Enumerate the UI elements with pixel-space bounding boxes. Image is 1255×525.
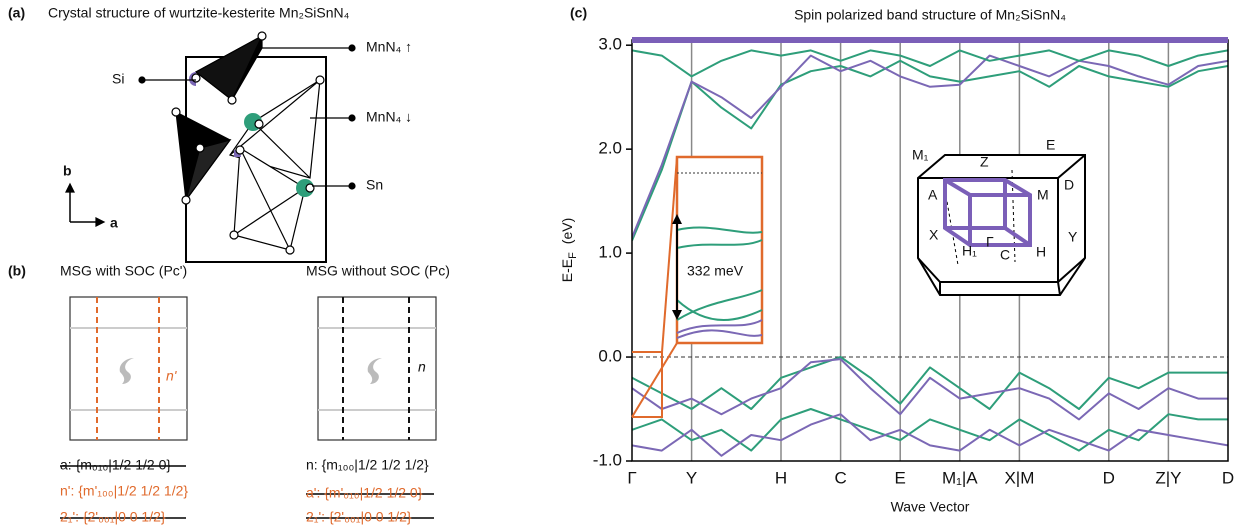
insets: 332 meV M₁ Z E A M Γ D X H₁ C H Y — [631, 137, 1086, 418]
bz-label: Z — [980, 154, 989, 170]
atom-label: MnN₄ ↓ — [366, 109, 412, 125]
symmetry-op: 2₁': {2'₀₀₁|0 0 1/2} — [306, 509, 412, 525]
zoom-band — [676, 239, 763, 249]
atom-label: Sn — [366, 177, 383, 193]
x-tick-label: E — [895, 468, 906, 487]
symmetry-cells — [60, 296, 437, 519]
symmetry-op: n: {m₁₀₀|1/2 1/2 1/2} — [306, 457, 429, 473]
symmetry-op: a': {m'₀₁₀|1/2 1/2 0} — [306, 485, 423, 501]
atom-label: MnN₄ ↑ — [366, 39, 412, 55]
arrow-head — [672, 214, 682, 224]
y-tick-label: 3.0 — [598, 35, 622, 54]
bz-label: Γ — [986, 234, 994, 250]
x-tick-label: Z|Y — [1155, 468, 1181, 487]
y-axis-title: E-EF (eV) — [559, 218, 579, 283]
bz-label: D — [1064, 177, 1074, 193]
zoom-band — [676, 299, 763, 321]
band-line — [632, 356, 1228, 410]
y-tick-label: 2.0 — [598, 139, 622, 158]
axis-label: a — [110, 215, 118, 231]
bz-label: H₁ — [962, 243, 977, 259]
bz-label: M — [1037, 187, 1049, 203]
panel-label: (b) — [8, 263, 26, 279]
chart-title: Spin polarized band structure of Mn₂SiSn… — [794, 7, 1066, 23]
atom-label: Si — [112, 71, 124, 87]
crystal-structure — [65, 31, 356, 263]
y-tick-label: -1.0 — [593, 450, 622, 469]
panel-label: (a) — [8, 5, 25, 21]
gap-label: 332 meV — [687, 263, 744, 279]
y-tick-label: 0.0 — [598, 347, 622, 366]
bz-edge — [1057, 281, 1061, 296]
bz-label: Y — [1068, 229, 1078, 245]
panel-title: Crystal structure of wurtzite-kesterite … — [48, 5, 350, 21]
x-tick-label: X|M — [1004, 468, 1034, 487]
x-tick-label: Y — [686, 468, 697, 487]
y-tick-label: 1.0 — [598, 243, 622, 262]
band-line — [632, 54, 1228, 238]
zoom-band — [676, 319, 763, 334]
bz-label: C — [1000, 247, 1010, 263]
x-tick-label: M₁|A — [942, 468, 978, 487]
symmetry-op: a: {m₀₁₀|1/2 1/2 0} — [60, 457, 171, 473]
panel-label: (c) — [570, 5, 587, 21]
axis-label: b — [63, 163, 72, 179]
symmetry-op: 2₁': {2'₀₀₁|0 0 1/2} — [60, 509, 166, 525]
y-axis-title-main: E-E — [559, 259, 575, 282]
bz-label: H — [1036, 244, 1046, 260]
x-axis-title: Wave Vector — [891, 499, 970, 515]
y-axis-title-unit: (eV) — [559, 218, 575, 244]
x-tick-label: D — [1222, 468, 1234, 487]
bz-label: E — [1046, 137, 1055, 153]
band-line — [632, 49, 1228, 78]
x-tick-label: Γ — [627, 468, 636, 487]
bz-path — [1003, 226, 1032, 247]
panel-title: MSG without SOC (Pc) — [306, 263, 450, 279]
zoom-connector — [661, 156, 678, 353]
zoom-band — [676, 226, 763, 234]
y-axis-title-sub: F — [567, 252, 579, 259]
glide-label: n — [418, 359, 426, 375]
panel-title: MSG with SOC (Pc') — [60, 263, 187, 279]
plot-area: Γ Y H C E M₁|A X|M D Z|Y D -1.0 0.0 1.0 2.0 3.0 — [593, 35, 1234, 488]
zoom-region — [632, 351, 663, 418]
bz-label: M₁ — [912, 147, 929, 163]
bz-edge — [917, 257, 1086, 283]
x-tick-label: D — [1103, 468, 1115, 487]
x-tick-label: C — [834, 468, 846, 487]
band-line — [632, 358, 1228, 421]
glide-label: n' — [166, 368, 178, 384]
zoom-band — [676, 329, 763, 339]
bz-label: A — [928, 187, 938, 203]
bz-label: X — [929, 227, 939, 243]
zoom-connector — [631, 342, 678, 418]
band-line — [632, 413, 1228, 457]
x-tick-label: H — [775, 468, 787, 487]
arrow-head — [672, 310, 682, 320]
zoom-band — [676, 289, 763, 321]
symmetry-op: n': {m'₁₀₀|1/2 1/2 1/2} — [60, 483, 188, 499]
band-line — [632, 59, 1228, 241]
